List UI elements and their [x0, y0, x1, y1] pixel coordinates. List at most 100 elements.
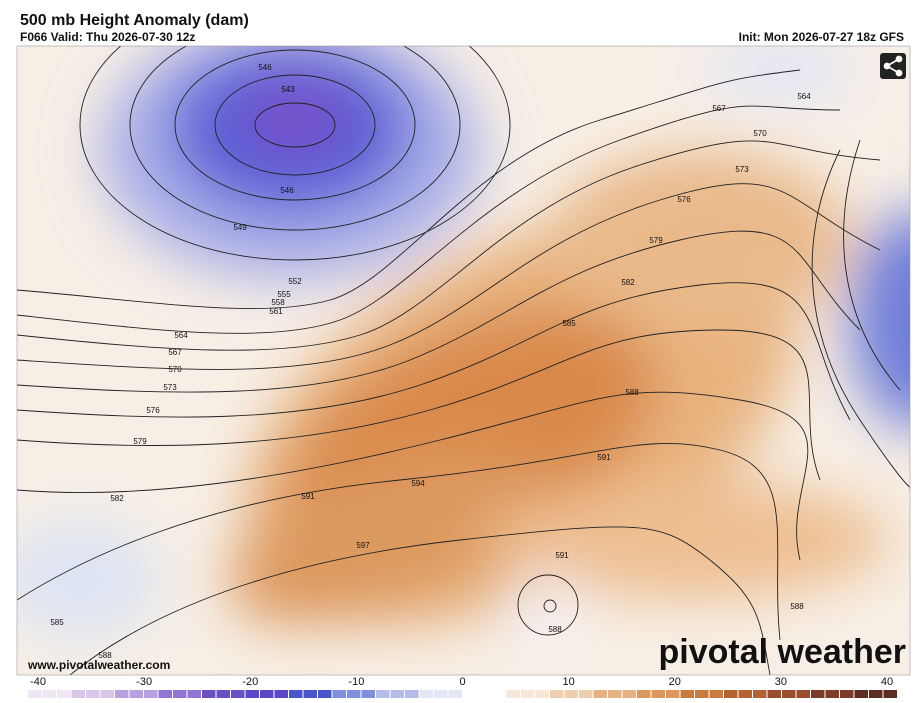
contour: [17, 391, 809, 561]
colorbar: -40 -30 -20 -10 0 10 20 30 40: [28, 676, 897, 698]
contour-lines: [17, 46, 910, 675]
colorbar-cell: [448, 690, 462, 698]
colorbar-cell: [637, 690, 651, 698]
colorbar-cell: [651, 690, 665, 698]
contour: [17, 443, 781, 641]
colorbar-cell: [28, 690, 42, 698]
colorbar-cell: [332, 690, 346, 698]
contour-label: 558: [271, 298, 285, 307]
colorbar-cell: [622, 690, 636, 698]
contour: [254, 102, 336, 148]
contour-label: 597: [356, 541, 370, 550]
contour-label: 549: [233, 223, 247, 232]
contour-label: 564: [174, 331, 188, 340]
contour-label: 579: [649, 236, 663, 245]
share-icon: [883, 55, 903, 77]
contour: [17, 69, 801, 309]
contour: [17, 183, 881, 370]
colorbar-cell: [390, 690, 404, 698]
contour-label: 546: [280, 186, 294, 195]
contour-label: 573: [163, 383, 177, 392]
colorbar-cell: [86, 690, 100, 698]
website: www.pivotalweather.com: [27, 658, 170, 672]
colorbar-tick-label: 30: [775, 676, 787, 688]
contour: [129, 46, 461, 231]
contour-label: 567: [712, 104, 726, 113]
colorbar-cell: [129, 690, 143, 698]
colorbar-cell: [419, 690, 433, 698]
valid-time: F066 Valid: Thu 2026-07-30 12z: [20, 30, 195, 44]
colorbar-cell: [767, 690, 781, 698]
contour: [17, 105, 841, 334]
contour-label: 591: [555, 551, 569, 560]
colorbar-cell: [434, 690, 448, 698]
contour-label: 573: [735, 165, 749, 174]
contour-label: 552: [288, 277, 302, 286]
contour-label: 567: [168, 348, 182, 357]
colorbar-cell: [463, 690, 477, 698]
colorbar-cell: [347, 690, 361, 698]
colorbar-cell: [303, 690, 317, 698]
colorbar-cell: [158, 690, 172, 698]
colorbar-cell: [260, 690, 274, 698]
colorbar-cell: [825, 690, 839, 698]
contour: [843, 139, 901, 391]
contour: [17, 282, 851, 421]
colorbar-tick-label: -40: [30, 676, 46, 688]
contour-label: 588: [625, 388, 639, 397]
colorbar-cell: [869, 690, 883, 698]
colorbar-cell: [535, 690, 549, 698]
contour-label: 555: [277, 290, 291, 299]
colorbar-cell: [680, 690, 694, 698]
contour-label: 579: [133, 437, 147, 446]
colorbar-cell: [274, 690, 288, 698]
colorbar-cell: [202, 690, 216, 698]
contour: [69, 526, 771, 675]
colorbar-cell: [506, 690, 520, 698]
colorbar-tick-label: 40: [881, 676, 893, 688]
anomaly-field: [17, 46, 910, 640]
colorbar-cell: [550, 690, 564, 698]
init-time: Init: Mon 2026-07-27 18z GFS: [739, 30, 904, 44]
colorbar-cell: [883, 690, 897, 698]
contour-label: 591: [301, 492, 315, 501]
colorbar-cell: [492, 690, 506, 698]
colorbar-cell: [753, 690, 767, 698]
colorbar-cell: [245, 690, 259, 698]
contour: [17, 329, 821, 481]
colorbar-cell: [738, 690, 752, 698]
colorbar-cell: [854, 690, 868, 698]
contour: [214, 74, 376, 176]
contour-label: 588: [790, 602, 804, 611]
contour-label: 546: [258, 63, 272, 72]
contour-label: 564: [797, 92, 811, 101]
contour-label: 576: [677, 195, 691, 204]
share-button[interactable]: [880, 53, 906, 79]
colorbar-cell: [796, 690, 810, 698]
colorbar-cell: [608, 690, 622, 698]
colorbar-cell: [579, 690, 593, 698]
contour-label: 582: [621, 278, 635, 287]
title: 500 mb Height Anomaly (dam): [20, 12, 249, 29]
colorbar-cell: [666, 690, 680, 698]
contour-label: 570: [753, 129, 767, 138]
colorbar-cell: [376, 690, 390, 698]
colorbar-cell: [187, 690, 201, 698]
colorbar-cell: [100, 690, 114, 698]
colorbar-cell: [57, 690, 71, 698]
colorbar-tick-label: 10: [563, 676, 575, 688]
colorbar-cell: [289, 690, 303, 698]
contour-label: 570: [168, 365, 182, 374]
colorbar-cell: [361, 690, 375, 698]
contour-label: 585: [50, 618, 64, 627]
brand: pivotal weather: [658, 633, 906, 671]
contour-label: 594: [411, 479, 425, 488]
colorbar-cell: [477, 690, 491, 698]
contour-label: 591: [597, 453, 611, 462]
map-frame: [16, 45, 911, 676]
contour-label: 588: [98, 651, 112, 660]
colorbar-cell: [724, 690, 738, 698]
